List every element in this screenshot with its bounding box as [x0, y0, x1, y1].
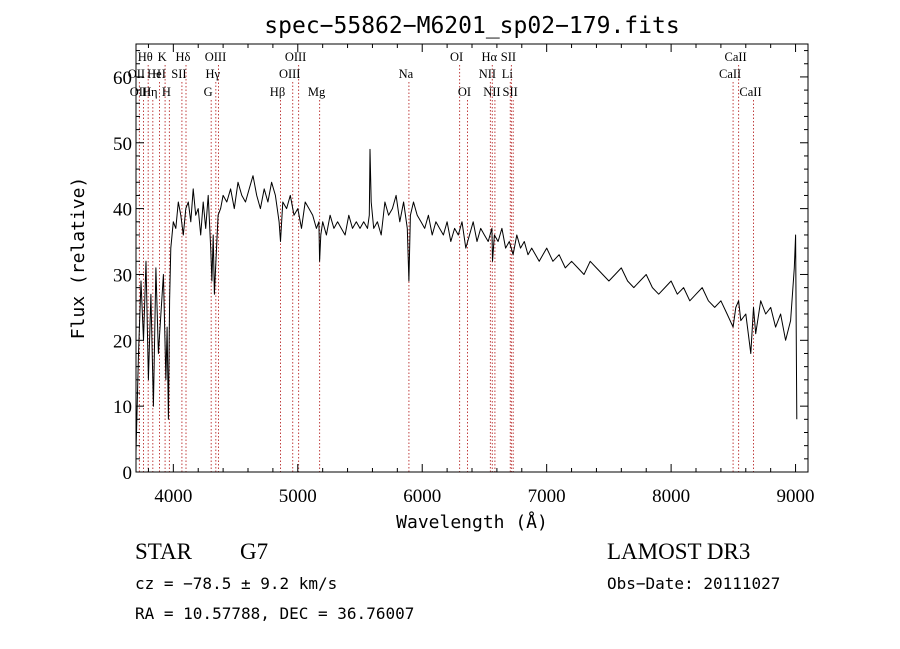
spectrum-line	[135, 148, 798, 453]
line-label-25: SII	[503, 85, 518, 99]
line-label-4: H	[152, 67, 161, 81]
y-tick-label-30: 30	[113, 265, 132, 286]
y-tick-label-10: 10	[113, 397, 132, 418]
line-label-3: Hη	[142, 85, 158, 99]
line-label-21: NII	[479, 67, 496, 81]
x-tick-label-7000: 7000	[528, 486, 566, 507]
line-label-9: Hδ	[176, 50, 191, 64]
observation-date: Obs−Date: 20111027	[607, 574, 780, 593]
line-label-8: SII	[171, 67, 186, 81]
line-label-10: OIII	[205, 50, 227, 64]
line-label-0: Hθ	[138, 50, 153, 64]
line-label-2: OIII	[130, 85, 152, 99]
y-tick-label-0: 0	[123, 463, 133, 484]
y-tick-label-40: 40	[113, 200, 132, 221]
line-label-11: Hγ	[206, 67, 221, 81]
x-axis: 4000 5000 6000 7000 8000 9000	[147, 44, 815, 507]
y-axis: 0 10 20 30 40 50 60	[113, 50, 808, 484]
line-label-5: K	[158, 50, 167, 64]
object-subclass: G7	[240, 539, 268, 564]
line-label-28: CaII	[739, 85, 761, 99]
line-label-16: Mg	[308, 85, 326, 99]
x-tick-label-4000: 4000	[154, 486, 192, 507]
line-label-12: G	[204, 85, 213, 99]
x-tick-label-9000: 9000	[777, 486, 815, 507]
y-axis-label: Flux (relative)	[68, 177, 89, 340]
line-label-27: CaII	[719, 67, 741, 81]
y-tick-label-20: 20	[113, 331, 132, 352]
plot-frame	[135, 43, 809, 473]
x-axis-label: Wavelength (Å)	[396, 511, 548, 533]
line-label-14: OIII	[285, 50, 307, 64]
object-class: STAR	[135, 539, 193, 564]
line-label-26: CaII	[724, 50, 746, 64]
line-label-23: SII	[501, 50, 516, 64]
x-tick-label-5000: 5000	[279, 486, 317, 507]
line-label-13: Hβ	[270, 85, 285, 99]
y-tick-label-50: 50	[113, 134, 132, 155]
line-label-20: Hα	[482, 50, 498, 64]
coordinates: RA = 10.57788, DEC = 36.76007	[135, 604, 414, 623]
spectral-line-markers	[138, 65, 754, 472]
line-label-24: Li	[502, 67, 514, 81]
line-label-6: HeI	[147, 67, 166, 81]
y-tick-label-60: 60	[113, 68, 132, 89]
line-label-19: OI	[458, 85, 471, 99]
line-label-15: OIII	[279, 67, 301, 81]
survey-name: LAMOST DR3	[607, 539, 750, 564]
x-tick-label-6000: 6000	[403, 486, 441, 507]
line-label-7: H	[162, 85, 171, 99]
chart-title: spec−55862−M6201_sp02−179.fits	[264, 13, 679, 39]
line-label-17: Na	[399, 67, 414, 81]
line-label-18: OI	[450, 50, 463, 64]
x-tick-label-8000: 8000	[652, 486, 690, 507]
redshift-velocity: cz = −78.5 ± 9.2 km/s	[135, 574, 337, 593]
line-label-22: NII	[483, 85, 500, 99]
